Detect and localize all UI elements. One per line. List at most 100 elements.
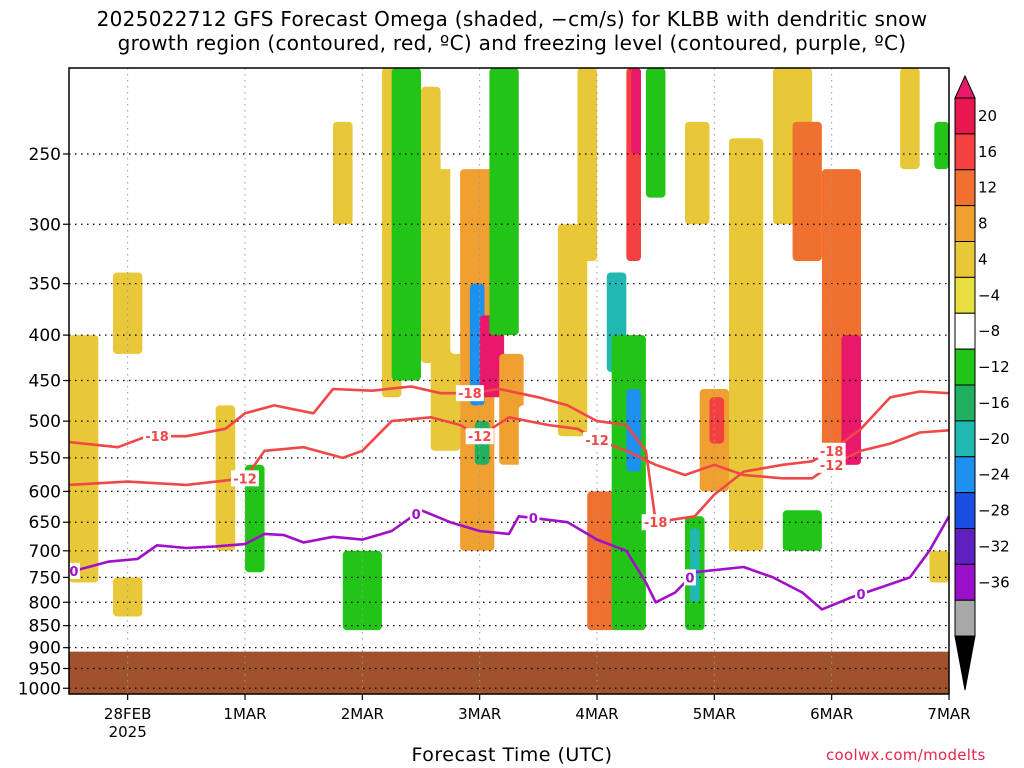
colorbar-tick-label: 12 [978, 179, 997, 197]
omega-patch [362, 68, 382, 237]
terrain [69, 651, 949, 694]
omega-patch [782, 510, 822, 551]
omega-patch [489, 68, 519, 336]
y-tick-label: 650 [29, 513, 61, 533]
contour-label: -18 [145, 430, 169, 445]
colorbar-tick-label: −4 [978, 286, 1000, 304]
contour-label-bg [855, 586, 867, 603]
contour-label-bg [817, 456, 846, 473]
contour-label: 0 [685, 571, 694, 586]
omega-patch [342, 224, 363, 389]
colorbar-bottom-arrow [954, 635, 976, 691]
y-tick-label: 800 [29, 593, 61, 613]
y-tick-label: 950 [29, 659, 61, 679]
contour-label: -12 [820, 459, 844, 474]
contour-label-bg [410, 505, 423, 522]
contour-label-bg [583, 431, 611, 448]
omega-patch [851, 550, 861, 567]
colorbar-band [954, 169, 976, 207]
omega-patch [577, 68, 597, 261]
omega-patch [333, 121, 353, 225]
x-tick-label: 6MAR [810, 705, 853, 723]
y-tick-label: 550 [29, 449, 61, 469]
credit-link[interactable]: coolwx.com/modelts [826, 746, 986, 764]
contour-label: 0 [856, 588, 865, 603]
contour-label-bg [455, 385, 484, 402]
contour-label-bg [527, 510, 540, 527]
colorbar-tick-label: −28 [978, 502, 1010, 520]
omega-patch [729, 138, 764, 551]
omega-patch [181, 224, 197, 295]
x-tick-label: 3MAR [458, 705, 501, 723]
x-tick-label: 5MAR [693, 705, 736, 723]
x-tick-label: 1MAR [223, 705, 266, 723]
omega-patch [645, 68, 666, 198]
colorbar-tick-label: −32 [978, 537, 1010, 555]
contour-label-bg [683, 569, 696, 586]
omega-patch [685, 121, 710, 225]
omega-patch [626, 388, 641, 472]
colorbar-tick-label: 16 [978, 143, 997, 161]
colorbar-band [954, 312, 976, 350]
y-axis: 2503003504004505005506006507007508008509… [18, 145, 69, 699]
colorbar-tick-label: −36 [978, 573, 1010, 591]
omega-patch [479, 315, 505, 398]
y-tick-label: 350 [29, 275, 61, 295]
colorbar-band [954, 492, 976, 529]
contour-label-bg [231, 470, 259, 487]
contour-label: -12 [468, 430, 492, 445]
contour-line [69, 385, 949, 524]
omega-patch [929, 550, 949, 583]
colorbar-band [954, 384, 976, 422]
colorbar-tick-label: 20 [978, 107, 997, 125]
y-tick-label: 300 [29, 215, 61, 235]
omega-patch [113, 272, 143, 354]
contour-label: -18 [644, 516, 668, 531]
y-tick-label: 850 [29, 617, 61, 637]
omega-patch [69, 68, 113, 316]
temperature-contours: 00 000-12-12 -12-12-18-18-18-18 [69, 385, 949, 611]
terrain-fill [69, 651, 949, 694]
y-tick-label: 400 [29, 326, 61, 346]
omega-patch [69, 335, 99, 583]
omega-patch [499, 353, 524, 465]
colorbar-band [954, 241, 976, 278]
colorbar-band [954, 348, 976, 386]
colorbar-tick-label: −20 [978, 430, 1010, 448]
y-tick-label: 450 [29, 372, 61, 392]
colorbar-tick-label: −8 [978, 322, 1000, 340]
x-tick-label: 2MAR [341, 705, 384, 723]
contour-label: -18 [820, 445, 844, 460]
omega-patch [709, 397, 725, 444]
y-tick-label: 250 [29, 145, 61, 165]
omega-patch [259, 153, 275, 261]
y-tick-label: 600 [29, 482, 61, 502]
colorbar-band [954, 205, 976, 242]
colorbar-tick-label: −12 [978, 358, 1010, 376]
colorbar-band [954, 528, 976, 565]
omega-patch [548, 68, 578, 250]
contour-label: 0 [69, 565, 78, 580]
colorbar-top-arrow [954, 74, 976, 99]
contour-label: 0 [529, 512, 538, 527]
omega-patch [215, 405, 236, 551]
contour-label-bg [143, 428, 171, 445]
y-tick-label: 1000 [18, 679, 61, 699]
chart-title-line-1: 2025022712 GFS Forecast Omega (shaded, −… [96, 7, 928, 31]
y-tick-label: 750 [29, 568, 61, 588]
x-tick-sublabel: 2025 [109, 723, 147, 741]
colorbar: 20 16 12 8 4 −4 −8 −12 −16 −20 −24 −28 −32 −36 [954, 74, 1010, 691]
contour-label-bg [641, 514, 670, 531]
x-tick-label: 7MAR [927, 705, 970, 723]
contour-label: 0 [412, 508, 421, 523]
colorbar-tick-label: −24 [978, 466, 1010, 484]
x-axis-label: Forecast Time (UTC) [411, 744, 613, 766]
omega-patch [689, 528, 700, 603]
colorbar-band [954, 133, 976, 171]
colorbar-band [954, 563, 976, 601]
colorbar-tick-label: −16 [978, 394, 1010, 412]
contour-label: -12 [585, 434, 609, 449]
contour-label: -18 [458, 387, 482, 402]
